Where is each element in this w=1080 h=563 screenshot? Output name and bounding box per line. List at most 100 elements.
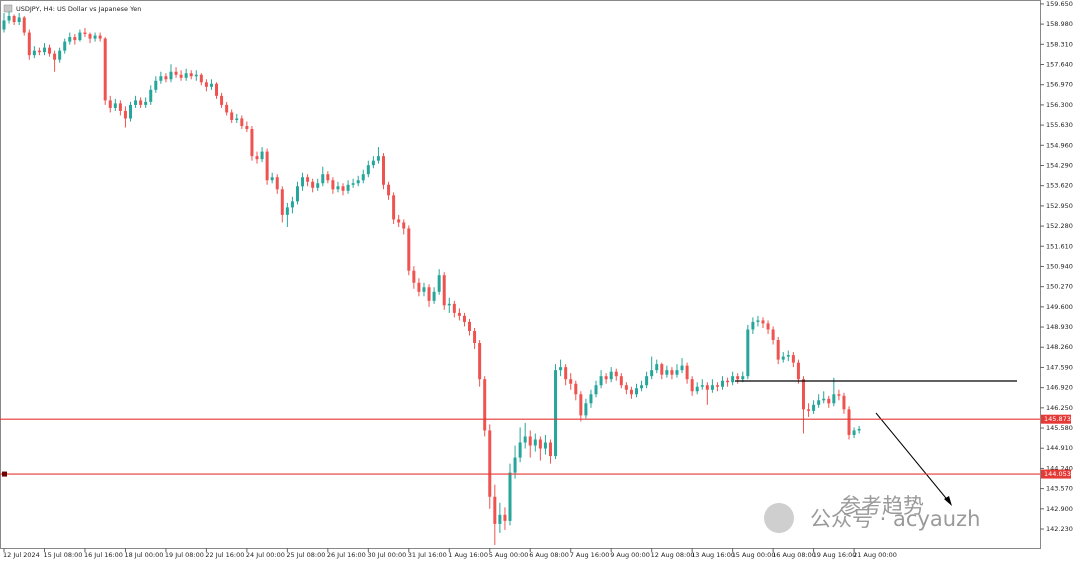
candle-body [513, 457, 517, 473]
candle-body [194, 74, 198, 77]
candle-body [665, 370, 669, 375]
candle-body [614, 371, 618, 377]
candle-body [139, 100, 143, 105]
candle-body [402, 222, 406, 229]
candle-body [508, 472, 512, 521]
candle-body [17, 17, 21, 23]
candle-body [376, 156, 380, 161]
candle-body [73, 37, 77, 41]
x-tick-label: 19 Aug 16:00 [813, 551, 857, 559]
candle-body [2, 20, 6, 30]
candle-body [817, 400, 821, 405]
candle-body [518, 442, 522, 458]
candle-body [559, 367, 563, 371]
candle-body [230, 112, 234, 120]
candle-body [766, 323, 770, 330]
x-tick-label: 21 Aug 00:00 [853, 551, 897, 559]
candle-body [154, 80, 158, 90]
candle-body [7, 15, 11, 21]
watermark-text: 公众号 · acyauzh [810, 507, 980, 531]
candle-body [822, 398, 826, 401]
candle-body [473, 330, 477, 344]
candle-body [204, 82, 208, 87]
watermark-icon [764, 503, 794, 533]
candle-body [503, 514, 507, 521]
candle-body [32, 50, 36, 56]
candle-body [842, 395, 846, 410]
candle-body [690, 379, 694, 392]
y-tick-label: 150.940 [1046, 262, 1073, 270]
candle-body [265, 151, 269, 181]
y-tick-label: 143.570 [1046, 485, 1073, 493]
candle-body [452, 303, 456, 313]
candle-body [351, 183, 355, 185]
x-tick-label: 18 Jul 00:00 [124, 551, 163, 559]
candle-body [594, 385, 598, 395]
candle-body [215, 83, 219, 96]
plot-frame [0, 0, 1041, 549]
candle-body [715, 385, 719, 387]
candle-body [427, 287, 431, 301]
candle-body [184, 73, 188, 78]
candle-body [761, 320, 765, 324]
candle-body [543, 442, 547, 449]
candle-body [144, 101, 148, 105]
candle-body [48, 47, 52, 54]
candle-body [83, 32, 87, 35]
candle-body [609, 371, 613, 380]
candle-body [538, 439, 542, 449]
candle-body [447, 303, 451, 306]
candle-body [103, 38, 107, 101]
candle-body [483, 379, 487, 431]
y-tick-label: 154.960 [1046, 141, 1073, 149]
candle-body [331, 180, 335, 190]
candle-body [478, 343, 482, 380]
candle-body [751, 321, 755, 330]
candle-body [118, 103, 122, 111]
candle-body [129, 104, 132, 119]
candle-body [301, 177, 305, 187]
y-tick-label: 154.290 [1046, 161, 1073, 169]
y-tick-label: 148.930 [1046, 323, 1073, 331]
symbol-icon [3, 4, 13, 13]
candle-body [356, 180, 360, 184]
y-tick-label: 144.910 [1046, 444, 1073, 452]
candle-body [280, 189, 284, 215]
candle-body [270, 177, 274, 181]
candle-body [169, 71, 173, 80]
candle-body [624, 385, 628, 390]
x-tick-label: 24 Jul 00:00 [246, 551, 285, 559]
candle-body [847, 409, 851, 435]
candle-body [225, 104, 229, 113]
y-tick-label: 146.920 [1046, 384, 1073, 392]
candle-body [179, 74, 183, 78]
candle-body [295, 186, 299, 202]
x-tick-label: 13 Aug 16:00 [691, 551, 735, 559]
y-tick-label: 152.280 [1046, 222, 1073, 230]
x-tick-label: 12 Aug 08:00 [651, 551, 695, 559]
candle-body [209, 83, 213, 87]
candle-body [321, 174, 325, 184]
candle-body [488, 430, 492, 497]
candle-body [417, 282, 421, 292]
candle-body [569, 379, 573, 384]
candle-body [98, 35, 102, 39]
level-label: 145.873 [1044, 415, 1071, 423]
y-tick-label: 149.600 [1046, 303, 1073, 311]
candle-body [285, 207, 289, 215]
x-tick-label: 19 Jul 08:00 [165, 551, 204, 559]
candle-body [22, 17, 26, 33]
candle-body [392, 195, 396, 220]
candle-body [675, 370, 679, 375]
candle-body [650, 370, 654, 377]
x-tick-label: 25 Jul 08:00 [286, 551, 325, 559]
candle-body [422, 287, 426, 292]
candle-body [731, 376, 735, 383]
candle-body [812, 404, 816, 411]
candle-body [240, 118, 244, 126]
watermark-text: 参考趋势 [840, 494, 924, 518]
y-tick-label: 157.640 [1046, 61, 1073, 69]
y-tick-label: 156.970 [1046, 81, 1073, 89]
